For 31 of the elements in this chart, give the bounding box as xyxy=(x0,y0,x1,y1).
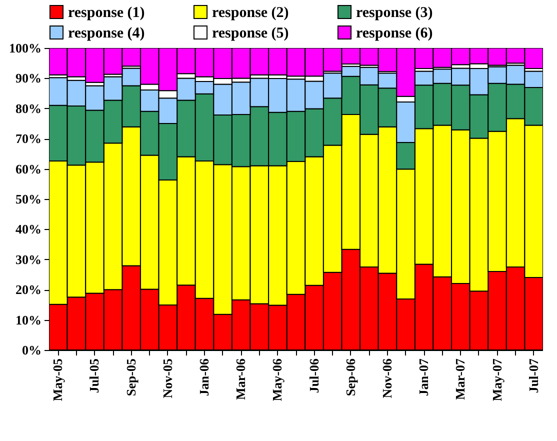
y-tick-label: 0% xyxy=(22,342,42,358)
y-tick-label: 90% xyxy=(16,70,42,86)
x-tick-label: Mar-07 xyxy=(452,358,468,400)
x-tick-label: Nov-06 xyxy=(379,358,394,398)
x-tick-label: Jan-07 xyxy=(416,358,432,396)
legend-label: response (4) xyxy=(68,26,145,42)
x-tick-label: Jul-06 xyxy=(306,358,322,394)
y-tick-label: 30% xyxy=(16,252,42,267)
legend-label: response (1) xyxy=(68,4,145,21)
y-tick-label: 70% xyxy=(16,131,42,146)
y-tick-label: 80% xyxy=(16,100,42,116)
x-tick-label: May-05 xyxy=(50,358,66,402)
y-tick-label: 10% xyxy=(16,312,42,328)
legend-label: response (3) xyxy=(356,4,433,21)
y-tick-label: 40% xyxy=(16,222,42,237)
y-tick-label: 60% xyxy=(16,161,42,176)
y-tick-label: 50% xyxy=(16,192,42,206)
x-tick-label: Jul-05 xyxy=(86,358,102,394)
x-tick-label: Jan-06 xyxy=(196,358,212,396)
x-tick-label: Sep-05 xyxy=(123,358,138,396)
y-tick-label: 20% xyxy=(16,282,42,298)
x-tick-label: May-07 xyxy=(489,358,504,402)
legend-label: response (2) xyxy=(212,4,289,21)
x-tick-label: May-06 xyxy=(270,358,285,402)
x-tick-label: Nov-05 xyxy=(160,358,175,398)
legend-label: response (5) xyxy=(212,26,289,42)
legend-label: response (6) xyxy=(356,26,433,42)
x-tick-label: Mar-06 xyxy=(233,358,248,400)
x-tick-label: Sep-06 xyxy=(342,358,358,396)
y-tick-label: 100% xyxy=(9,40,42,56)
x-tick-label: Jul-07 xyxy=(526,358,541,394)
